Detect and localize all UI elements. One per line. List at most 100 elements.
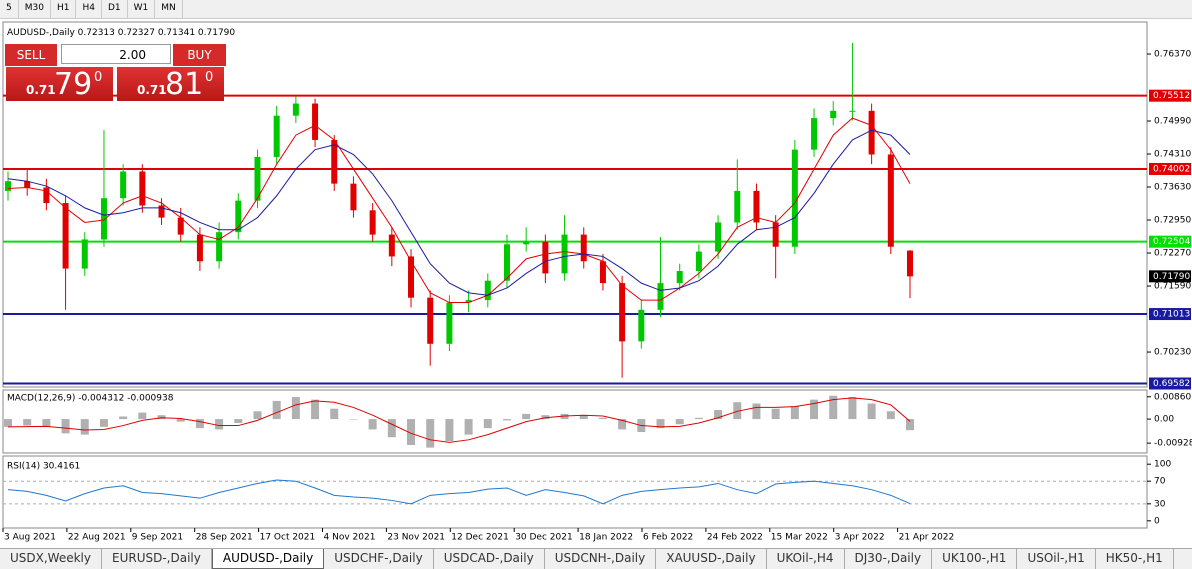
candle-body [177,217,184,235]
macd-bar [848,397,857,420]
candle-body [446,302,453,344]
candle-body [81,239,88,269]
candle-body [216,232,223,262]
ohlc: 0.72313 0.72327 0.71341 0.71790 [78,28,236,38]
macd-bar [176,419,185,422]
candle-body [139,171,146,206]
candle-body [273,115,280,157]
chart-tab[interactable]: UKOil-,H4 [767,549,845,569]
candle-body [254,156,261,201]
timeframe-button[interactable]: MN [155,0,183,18]
macd-bar [4,419,12,427]
level-label: 0.69582 [1153,379,1190,389]
candle-body [369,210,376,235]
macd-bar [138,412,147,420]
chart-tab[interactable]: EURUSD-,Daily [102,549,212,569]
buy-price[interactable]: 0.71 81 0 [117,67,224,102]
macd-bar [234,419,243,423]
lots-input[interactable]: 2.00 [61,44,171,64]
macd-bar [560,413,569,420]
x-tick-label: 21 Apr 2022 [899,533,955,543]
macd-bar [714,410,723,420]
macd-bar [464,419,473,435]
timeframe-button[interactable]: D1 [102,0,128,18]
chart-tab[interactable]: DJ30-,Daily [845,549,933,569]
candle-body [408,256,415,298]
chart-tab[interactable]: UK100-,H1 [932,549,1018,569]
chart-tab[interactable]: HK50-,H1 [1096,549,1174,569]
timeframe-button[interactable]: H1 [51,0,77,18]
chart-tab[interactable]: USDX,Weekly [0,549,102,569]
candle-body [100,198,107,240]
macd-bar [618,419,627,430]
candle-body [811,118,818,150]
rsi-title: RSI(14) 30.4161 [7,462,80,472]
macd-bar [215,419,224,430]
level-label-bg [1149,89,1191,102]
candle-body [772,222,779,247]
level-label-bg [1149,235,1191,248]
candle-body [62,203,69,269]
macd-bar [810,399,819,420]
candle-body [24,181,31,188]
x-tick-label: 4 Nov 2021 [324,533,376,543]
candle-body [791,149,798,247]
macd-bar [771,408,780,420]
macd-bar [426,419,435,448]
chart-tab[interactable]: AUDUSD-,Daily [211,549,325,569]
y-tick-label: 0.73630 [1154,183,1191,193]
chart-header: AUDUSD-,Daily 0.72313 0.72327 0.71341 0.… [7,28,235,38]
candle-body [331,139,338,184]
candle-body [484,280,491,301]
candle-body [561,234,568,274]
y-tick-label: 0.76370 [1154,50,1191,60]
candle-body [657,283,664,310]
y-tick-label: -0.009286 [1154,439,1192,449]
macd-bar [522,413,531,420]
x-tick-label: 3 Apr 2022 [835,533,885,543]
moving-average [7,129,911,296]
chart-tab[interactable]: USDCNH-,Daily [545,549,657,569]
macd-bar [349,419,358,420]
sell-button[interactable]: SELL [5,44,57,66]
candle-body [580,234,587,262]
candle-body [120,171,127,199]
chart-tabs: USDX,Weekly EURUSD-,Daily AUDUSD-,Daily USD… [0,548,1192,569]
macd-bar [291,397,300,420]
timeframe-button[interactable]: H4 [76,0,102,18]
price-pips: 81 [165,67,204,102]
rsi-line [7,479,911,505]
candle-body [158,205,165,218]
buy-button[interactable]: BUY [173,44,226,66]
symbol: AUDUSD-,Daily [7,28,75,38]
timeframe-button[interactable]: 5 [0,0,19,18]
macd-bar [906,419,914,431]
timeframe-button[interactable]: W1 [128,0,156,18]
chart: AUDUSD-,Daily 0.72313 0.72327 0.71341 0.… [2,21,1192,543]
macd-bar [579,415,588,420]
chart-tab[interactable]: USDCHF-,Daily [324,549,434,569]
candle-body [849,110,856,112]
y-tick-label: 0.74990 [1154,117,1191,127]
candle-body [715,222,722,252]
chart-tab[interactable]: USOil-,H1 [1017,549,1096,569]
x-tick-label: 6 Feb 2022 [643,533,693,543]
level-label: 0.72504 [1153,237,1190,247]
macd-bar [195,419,204,429]
candle-body [292,103,299,116]
macd-bar [656,419,665,429]
level-label: 0.74002 [1153,164,1190,174]
candle-body [830,110,837,119]
candle-body [388,234,395,257]
timeframe-button[interactable]: M30 [19,0,51,18]
level-label-bg [1149,162,1191,175]
sell-price[interactable]: 0.71 79 0 [6,67,113,102]
chart-tab[interactable]: XAUUSD-,Daily [656,549,767,569]
macd-bar [119,416,128,420]
macd-bar [61,419,70,434]
macd-bar [407,419,416,445]
chart-tab[interactable]: USDCAD-,Daily [434,549,545,569]
rsi-pane [2,455,1148,529]
candle-body [734,190,741,223]
macd-bar [330,408,339,420]
